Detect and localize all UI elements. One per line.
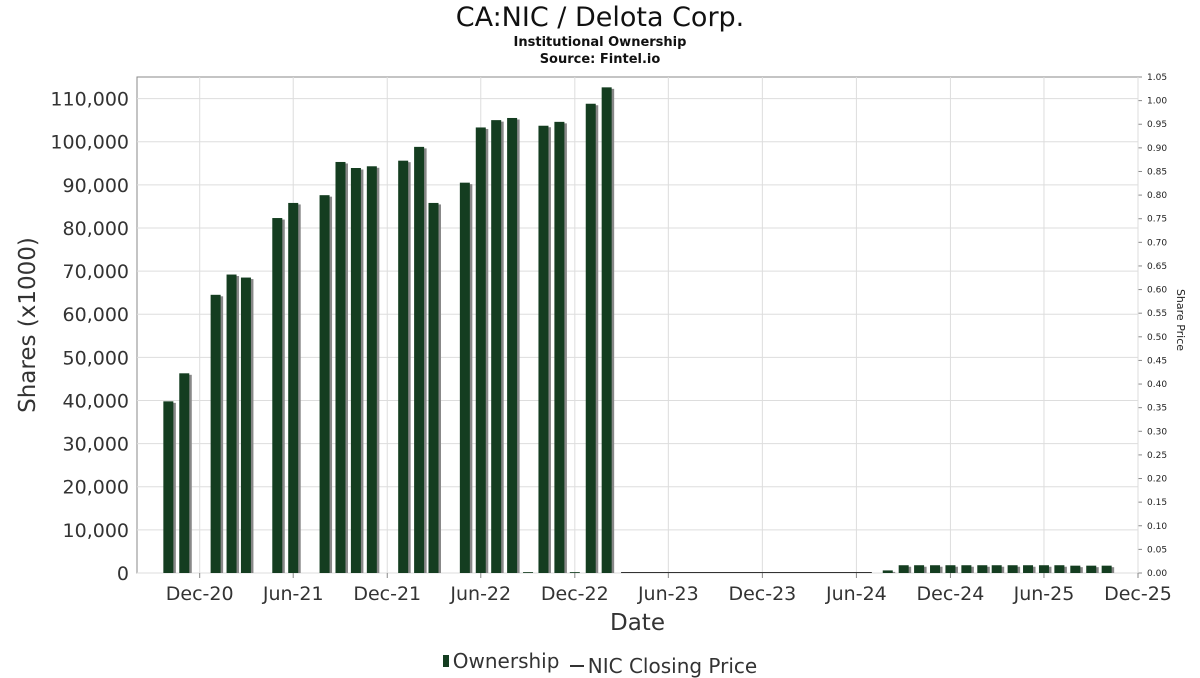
x-tick-label: Dec-22 xyxy=(541,583,609,605)
y2-tick-label: 0.80 xyxy=(1147,191,1167,201)
ownership-bar xyxy=(585,103,596,573)
legend-item-ownership[interactable]: Ownership xyxy=(442,649,560,673)
ownership-bar xyxy=(459,182,470,574)
ownership-bar xyxy=(1086,565,1097,573)
y2-tick-label: 0.05 xyxy=(1147,545,1167,555)
x-tick-label: Jun-24 xyxy=(825,583,887,605)
y2-tick-label: 0.70 xyxy=(1147,238,1167,248)
ownership-bar xyxy=(350,168,361,573)
y-axis-title: Shares (x1000) xyxy=(15,237,41,413)
y2-tick-label: 0.95 xyxy=(1147,120,1167,130)
ownership-bar xyxy=(601,87,612,573)
legend-label-price: NIC Closing Price xyxy=(587,654,758,678)
y2-tick-label: 0.15 xyxy=(1147,498,1167,508)
ownership-bar xyxy=(272,218,283,574)
ownership-bar xyxy=(1101,565,1112,573)
x-tick-label: Dec-24 xyxy=(917,583,985,605)
x-tick-label: Dec-25 xyxy=(1104,583,1172,605)
y-tick-label: 30,000 xyxy=(63,434,129,456)
x-tick-label: Dec-21 xyxy=(353,583,421,605)
x-tick-label: Jun-21 xyxy=(262,583,324,605)
price-swatch-icon xyxy=(569,665,584,667)
ownership-bar xyxy=(398,160,409,574)
y-tick-label: 50,000 xyxy=(63,347,129,369)
ownership-bar xyxy=(1007,565,1018,573)
legend: Ownership NIC Closing Price xyxy=(0,648,1200,678)
x-tick-label: Jun-23 xyxy=(637,583,699,605)
legend-item-price[interactable]: NIC Closing Price xyxy=(569,654,758,678)
y-tick-label: 90,000 xyxy=(63,175,129,197)
y2-tick-label: 0.45 xyxy=(1147,356,1167,366)
y2-tick-label: 0.90 xyxy=(1147,144,1167,154)
x-axis-title: Date xyxy=(610,610,665,636)
y2-tick-label: 0.10 xyxy=(1147,522,1167,532)
y-tick-label: 70,000 xyxy=(63,261,129,283)
x-tick-label: Jun-25 xyxy=(1013,583,1075,605)
ownership-bar xyxy=(335,161,346,573)
chart-source: Source: Fintel.io xyxy=(539,52,661,67)
x-tick-label: Jun-22 xyxy=(449,583,511,605)
y2-tick-label: 0.60 xyxy=(1147,286,1167,296)
chart-subtitle: Institutional Ownership xyxy=(513,35,687,50)
ownership-bar xyxy=(1054,565,1065,573)
y-tick-label: 20,000 xyxy=(63,477,129,499)
y2-tick-label: 0.25 xyxy=(1147,451,1167,461)
y2-axis-title: Share Price xyxy=(1174,289,1187,351)
ownership-bar xyxy=(977,565,988,573)
ownership-bar xyxy=(179,373,190,573)
ownership-bar xyxy=(491,120,502,573)
x-tick-label: Dec-23 xyxy=(728,583,796,605)
y-tick-label: 0 xyxy=(117,563,129,585)
ownership-bar xyxy=(991,565,1002,573)
ownership-bar xyxy=(319,195,330,573)
y2-tick-label: 0.30 xyxy=(1147,427,1167,437)
ownership-bar xyxy=(961,565,972,573)
legend-label-ownership: Ownership xyxy=(452,649,560,673)
y2-tick-label: 1.05 xyxy=(1147,73,1167,83)
y2-tick-label: 0.65 xyxy=(1147,262,1167,272)
ownership-bar xyxy=(945,565,956,573)
plot-area xyxy=(136,76,1139,574)
ownership-bar xyxy=(523,572,534,573)
ownership-bar xyxy=(538,125,549,573)
y2-tick-label: 0.75 xyxy=(1147,215,1167,225)
ownership-bar xyxy=(226,274,237,573)
ownership-bar xyxy=(288,202,299,574)
ownership-bar xyxy=(414,146,425,573)
y-tick-label: 40,000 xyxy=(63,390,129,412)
y-tick-label: 80,000 xyxy=(63,218,129,240)
ownership-bar xyxy=(1038,565,1049,573)
y2-tick-label: 0.50 xyxy=(1147,333,1167,343)
ownership-bar xyxy=(428,202,439,574)
ownership-bar xyxy=(554,121,565,573)
ownership-bar xyxy=(366,166,377,573)
ownership-swatch-icon xyxy=(442,655,449,667)
ownership-bar xyxy=(163,401,174,573)
y2-tick-label: 0.20 xyxy=(1147,475,1167,485)
y-tick-label: 110,000 xyxy=(50,89,129,111)
ownership-bar xyxy=(914,565,925,573)
y2-tick-label: 1.00 xyxy=(1147,97,1167,107)
y-tick-label: 60,000 xyxy=(63,304,129,326)
ownership-bar xyxy=(210,294,221,573)
y2-tick-label: 0.85 xyxy=(1147,167,1167,177)
y-tick-label: 100,000 xyxy=(50,132,129,154)
ownership-bar xyxy=(1023,565,1034,573)
ownership-bar xyxy=(475,127,486,573)
y2-tick-label: 0.00 xyxy=(1147,569,1167,579)
ownership-bar xyxy=(898,565,909,573)
ownership-bar xyxy=(569,572,580,573)
y2-tick-label: 0.40 xyxy=(1147,380,1167,390)
y2-tick-label: 0.55 xyxy=(1147,309,1167,319)
ownership-bar xyxy=(507,117,518,574)
ownership-bar xyxy=(240,277,251,573)
y2-tick-label: 0.35 xyxy=(1147,404,1167,414)
y-tick-label: 10,000 xyxy=(63,520,129,542)
ownership-bar xyxy=(1070,565,1081,573)
chart-title: CA:NIC / Delota Corp. xyxy=(455,2,745,33)
ownership-bar xyxy=(930,565,941,573)
x-tick-label: Dec-20 xyxy=(166,583,234,605)
ownership-bar xyxy=(882,570,893,573)
